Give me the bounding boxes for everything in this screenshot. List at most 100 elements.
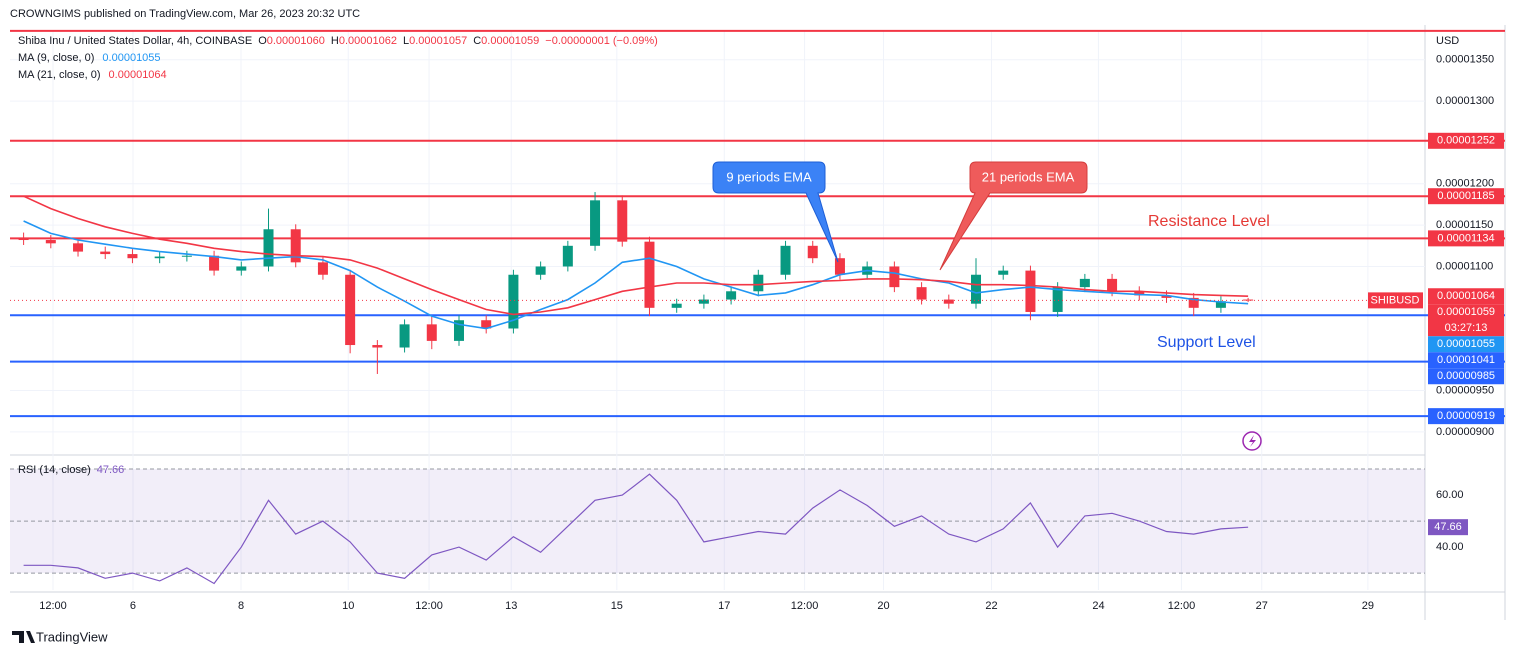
y-tick-label: 0.00000900 [1436,426,1494,438]
x-tick-label: 15 [611,600,623,612]
candle-body [154,256,165,259]
candle-body [453,320,464,341]
candle-body [1025,270,1036,312]
price-tag-bg [1428,132,1504,149]
candle-body [698,299,709,304]
symbol-legend: Shiba Inu / United States Dollar, 4h, CO… [18,35,658,47]
legend-value: 0.00001064 [109,69,167,81]
ema21-callout [939,161,1088,271]
price-tag: 0.00001055 [1437,338,1495,350]
ma-line [23,220,1249,330]
legend-value: 0.00001055 [102,52,160,64]
alert-icon-bolt [1249,435,1256,447]
candle-body [236,266,247,271]
ma-line [23,195,1249,316]
ticker-tag: SHIBUSD [1371,294,1420,306]
ticker-tag-bg [1368,292,1423,309]
alert-icon[interactable] [1242,431,1262,451]
callout-text: 21 periods EMA [982,169,1075,184]
y-tick-label: 0.00001100 [1436,260,1493,272]
price-tag-bg [1428,188,1504,205]
legend-key: L [403,35,409,47]
candle-body [1215,301,1226,308]
price-tag-bg [1428,230,1504,247]
rsi-line [23,473,1249,585]
price-tag: 0.00001064 [1437,290,1495,302]
rsi-tag: 47.66 [1434,521,1462,533]
candle-body [45,240,56,244]
price-tag-bg [1428,288,1504,305]
x-tick-label: 17 [718,600,730,612]
x-tick-label: 10 [342,600,354,612]
candle-body [535,266,546,275]
candle-body [263,229,274,267]
legend-value: 0.00001057 [409,35,467,47]
candle-body [399,324,410,348]
y-tick-label: 0.00001350 [1436,54,1494,66]
legend-value: 0.00001059 [481,35,539,47]
x-tick-label: 12:00 [1168,600,1196,612]
candle-body [780,245,791,275]
candle-body [671,303,682,308]
candle-body [1107,278,1118,292]
candle-body [209,255,220,271]
candle-body [508,274,519,329]
x-tick-label: 22 [985,600,997,612]
x-tick-label: 24 [1092,600,1104,612]
x-tick-label: 27 [1256,600,1268,612]
legend-key: O [258,35,267,47]
x-tick-label: 12:00 [791,600,819,612]
ema9-callout [712,161,839,263]
legend-name: RSI (14, close) [18,464,91,476]
rsi-pane: 60.00 40.00 [10,468,1464,585]
callout-text: 9 periods EMA [726,169,812,184]
x-tick-label: 20 [877,600,889,612]
x-tick-label: 29 [1362,600,1374,612]
x-tick-label: 6 [130,600,136,612]
x-tick-label: 12:00 [415,600,443,612]
candle-body [834,258,845,275]
x-tick-label: 8 [238,600,244,612]
y-tick-label: 0.00001150 [1436,219,1493,231]
resistance-label: Resistance Level [1148,213,1270,230]
legend-key: C [473,35,481,47]
candle-body [181,255,192,257]
price-tag: 0.00001134 [1437,232,1494,244]
grid: 12:00 6 8 10 12:00 13 15 17 12:00 20 22 24 12:00 27 29… [10,30,1494,612]
candle-body [100,251,111,255]
candle-body [753,274,764,292]
x-tick-label: 13 [505,600,517,612]
price-tag: 0.00001185 [1437,190,1494,202]
price-tag-bg [1428,304,1504,337]
candle-body [1134,291,1145,296]
price-tag-bg [1428,408,1504,425]
symbol: Shiba Inu / United States Dollar, 4h, CO… [18,35,252,47]
y-tick-label: 0.00000950 [1436,384,1494,396]
levels [10,29,1505,418]
legend-value: 47.66 [97,464,125,476]
candle-body [1188,297,1199,308]
countdown: 03:27:13 [1445,322,1488,334]
candle-body [726,291,737,300]
candle-body [916,287,927,300]
rsi-tick-label: 60.00 [1436,489,1464,501]
candle-body [971,274,982,304]
legend-value: 0.00001060 [267,35,325,47]
candles [18,192,1254,374]
candle-body [290,229,301,263]
candle-body [562,245,573,267]
candle-body [590,200,601,246]
publisher: CROWNGIMS published on TradingView.com, … [10,8,360,20]
price-tag: 0.00001059 [1437,306,1495,318]
candle-body [127,254,138,259]
candle-body [73,243,84,252]
candle-body [807,245,818,259]
candle-body [1161,295,1172,298]
legend-key: H [331,35,339,47]
candle-body [18,237,29,241]
candle-body [889,266,900,288]
brand: TradingView [36,629,108,644]
candle-body [317,262,328,275]
ma21-legend: MA (21, close, 0) 0.00001064 [18,69,167,81]
